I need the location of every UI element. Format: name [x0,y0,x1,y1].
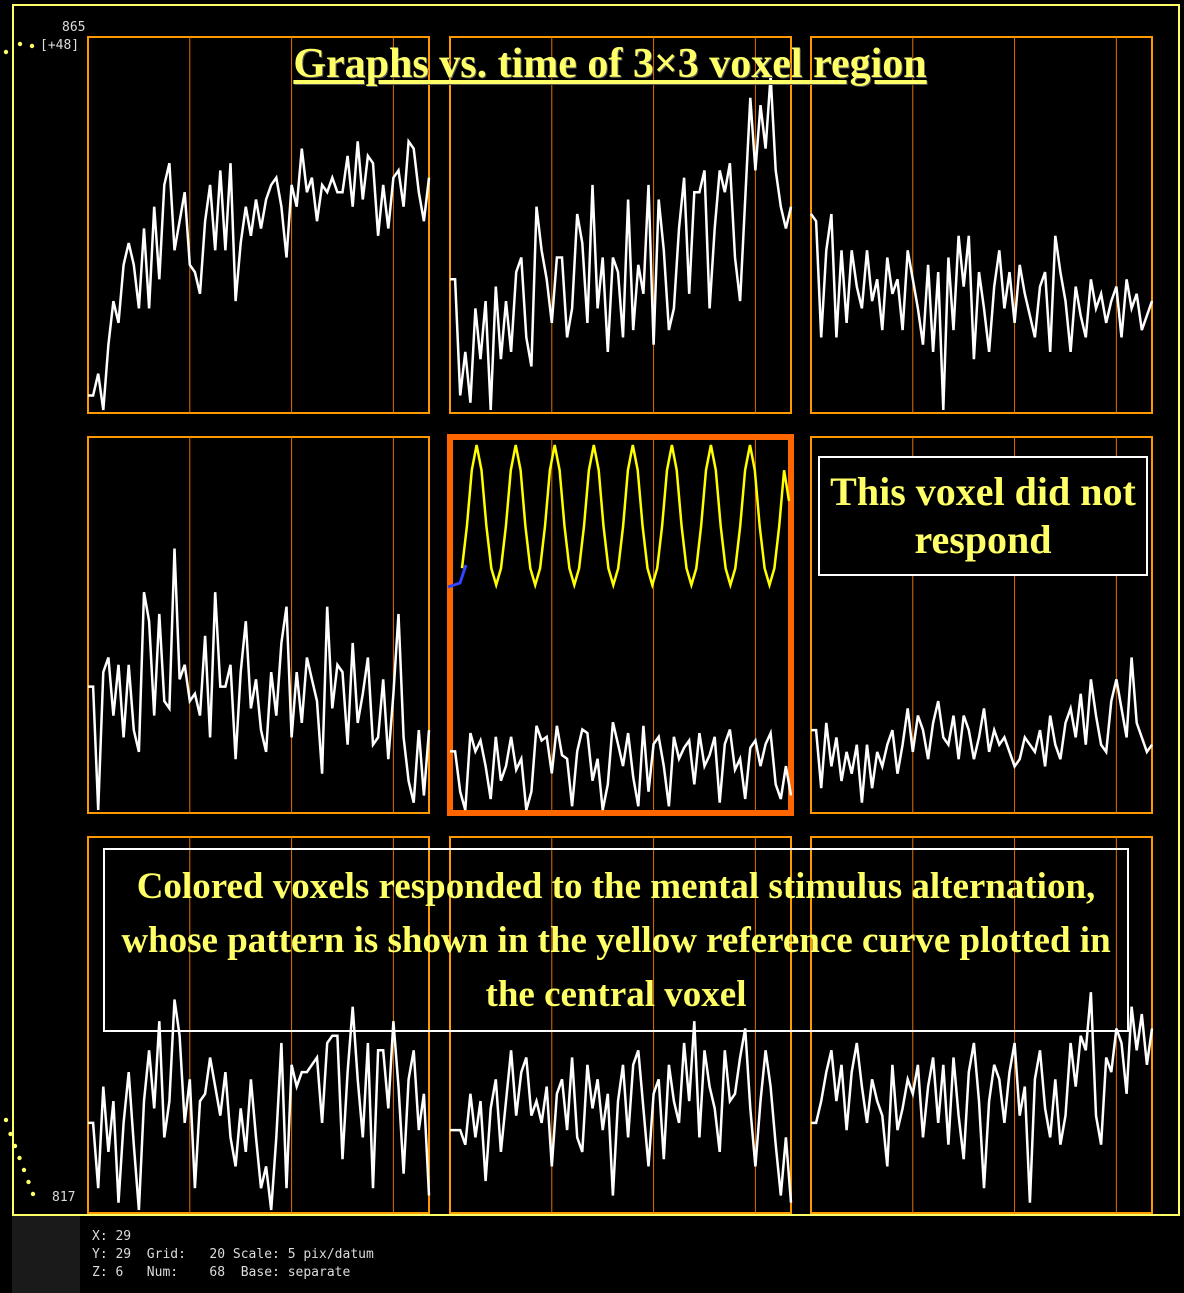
voxel-panel-r0c2 [811,37,1152,413]
dot-bottom-1 [8,1132,12,1136]
dot-top-0 [4,50,8,54]
voxel-trace-r0c2 [811,214,1152,410]
colored-voxels-note: Colored voxels responded to the mental s… [103,848,1129,1032]
num-value: 68 [209,1265,225,1280]
base-value: separate [288,1265,351,1280]
dot-bottom-2 [13,1144,17,1148]
reference-curve [462,445,789,585]
voxel-trace-r0c0 [88,141,429,410]
x-label: X: [92,1229,108,1244]
non-responding-voxel-note: This voxel did not respond [818,456,1148,576]
y-value: 29 [115,1247,131,1262]
grid-label: Grid: [147,1247,186,1262]
dot-bottom-4 [22,1168,26,1172]
base-label: Base: [241,1265,280,1280]
grid-value: 20 [209,1247,225,1262]
voxel-trace-r1c1 [450,722,791,810]
slide-title: Graphs vs. time of 3×3 voxel region [150,40,1070,88]
dot-bottom-5 [26,1180,30,1184]
voxel-trace-r1c2 [811,658,1152,803]
x-value: 29 [115,1229,131,1244]
voxel-trace-r0c1 [450,76,791,410]
voxel-trace-r2c1 [450,1021,791,1202]
voxel-trace-r1c0 [88,549,429,810]
voxel-panel-r1c0 [88,437,429,813]
z-label: Z: [92,1265,108,1280]
num-label: Num: [147,1265,178,1280]
scale-label: Scale: [233,1247,280,1262]
scale-value: 5 pix/datum [288,1247,374,1262]
y-label: Y: [92,1247,108,1262]
dot-top-2 [30,44,34,48]
dot-bottom-0 [4,1118,8,1122]
z-value: 6 [115,1265,123,1280]
dot-top-1 [18,42,22,46]
dot-bottom-6 [31,1192,35,1196]
dot-bottom-3 [17,1156,21,1160]
status-readout: X: 29 Y: 29 Grid: 20 Scale: 5 pix/datum … [92,1228,374,1282]
